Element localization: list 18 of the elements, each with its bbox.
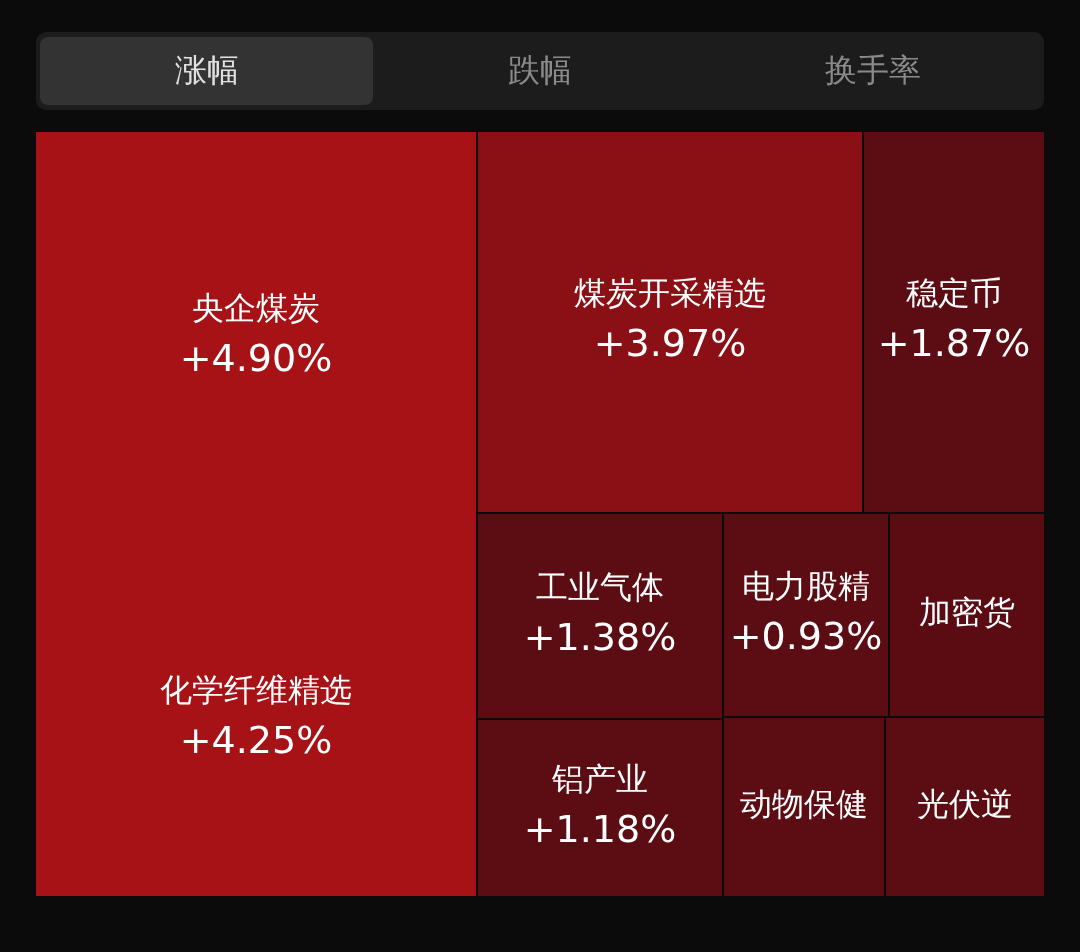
category-label: 煤炭开采精选	[574, 274, 766, 313]
data-label: +3.97%	[593, 320, 747, 365]
category-label: 加密货	[919, 593, 1015, 632]
category-label: 动物保健	[740, 785, 868, 824]
category-label: 央企煤炭	[192, 289, 320, 328]
category-label: 稳定币	[906, 274, 1002, 313]
data-label: +1.87%	[877, 320, 1031, 365]
data-label: +4.90%	[179, 335, 333, 380]
data-label: +4.25%	[179, 717, 333, 762]
category-label: 铝产业	[551, 760, 648, 799]
category-label: 光伏逆	[917, 785, 1013, 824]
data-label: +1.38%	[523, 614, 677, 659]
category-label: 工业气体	[536, 568, 664, 607]
data-label: +0.93%	[729, 613, 883, 658]
data-label: +1.18%	[523, 806, 677, 851]
category-label: 电力股精	[742, 567, 870, 606]
category-label: 化学纤维精选	[160, 671, 352, 710]
tab-bar: 涨幅 跌幅 换手率	[36, 32, 1044, 110]
